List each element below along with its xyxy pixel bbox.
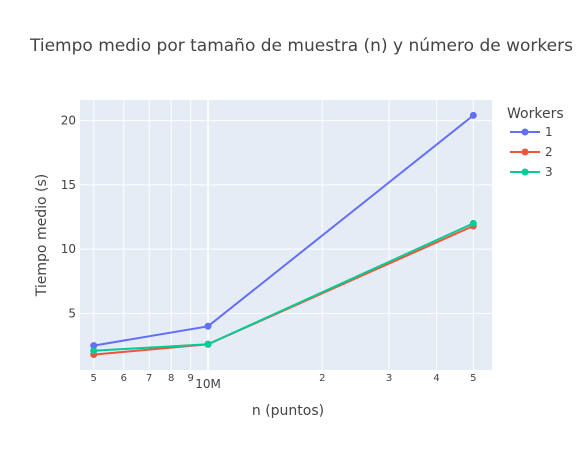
- x-tick-label: 5: [91, 373, 97, 384]
- tick-labels: 5 6 7 8 9 10M 2 3 4 5 5 10 15 20: [61, 114, 477, 391]
- x-tick-label: 6: [121, 373, 127, 384]
- data-point-series-3: [204, 340, 212, 348]
- legend-label-3: 3: [545, 165, 553, 179]
- y-tick-label: 20: [61, 114, 76, 128]
- data-point-series-1: [204, 322, 212, 330]
- data-point-series-1: [90, 342, 98, 350]
- legend-marker-2: [521, 148, 529, 156]
- legend[interactable]: Workers 1 2 3: [507, 106, 564, 179]
- legend-marker-1: [521, 128, 529, 136]
- y-axis-label: Tiempo medio (s): [34, 174, 50, 297]
- x-tick-label: 2: [319, 373, 325, 384]
- y-tick-label: 5: [68, 306, 76, 320]
- legend-marker-3: [521, 168, 529, 176]
- grid-lines: [80, 100, 492, 370]
- legend-label-1: 1: [545, 125, 553, 139]
- chart-title: Tiempo medio por tamaño de muestra (n) y…: [29, 36, 573, 56]
- x-tick-label: 7: [146, 373, 152, 384]
- data-point-series-1: [469, 111, 477, 119]
- x-tick-label: 4: [433, 373, 439, 384]
- x-tick-label: 9: [187, 373, 193, 384]
- x-tick-label: 5: [470, 373, 476, 384]
- plot-area: [80, 100, 492, 370]
- data-point-series-3: [90, 347, 98, 355]
- series-layer: [90, 111, 477, 359]
- x-tick-label: 10M: [195, 377, 221, 391]
- x-tick-label: 3: [386, 373, 392, 384]
- legend-title: Workers: [507, 106, 564, 122]
- x-tick-label: 8: [168, 373, 174, 384]
- data-point-series-3: [469, 219, 477, 227]
- x-axis-label: n (puntos): [252, 403, 324, 419]
- y-tick-label: 15: [61, 178, 76, 192]
- legend-label-2: 2: [545, 145, 553, 159]
- legend-item-1[interactable]: 1: [510, 125, 553, 139]
- legend-item-3[interactable]: 3: [510, 165, 553, 179]
- legend-item-2[interactable]: 2: [510, 145, 553, 159]
- y-tick-label: 10: [61, 242, 76, 256]
